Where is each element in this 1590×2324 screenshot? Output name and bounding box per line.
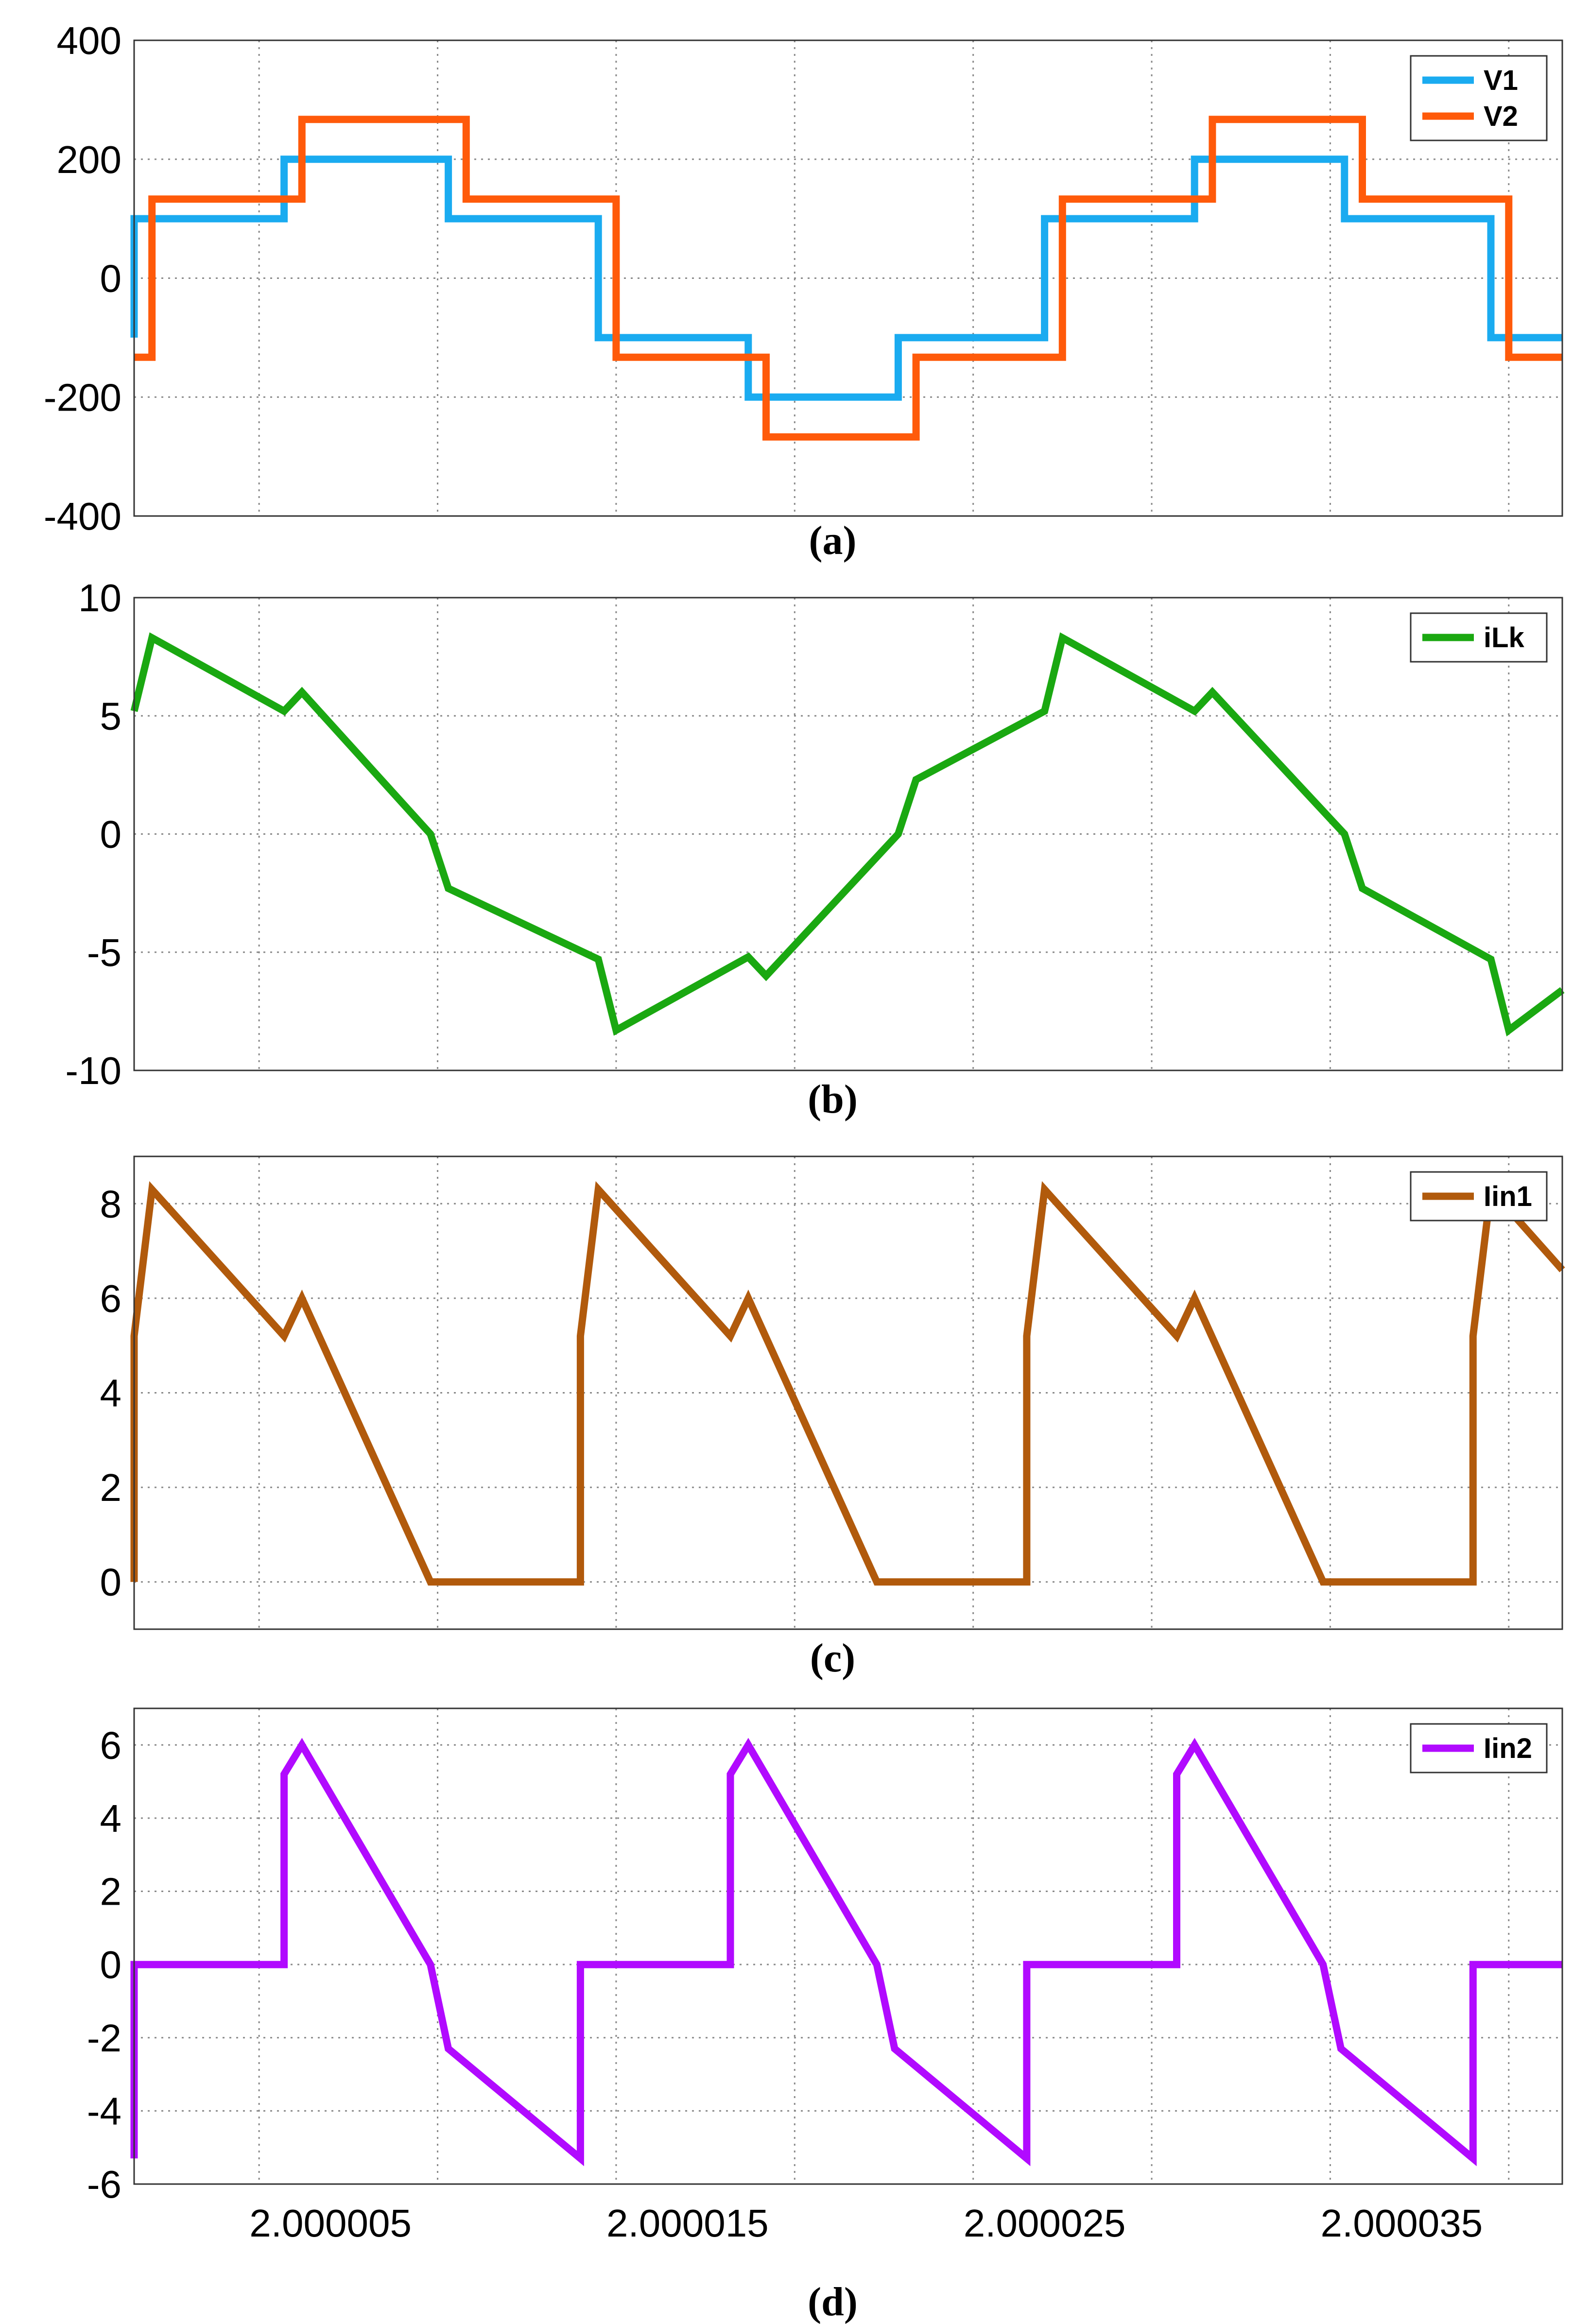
series-line-Iin1 [130,1181,1565,1586]
x-tick-label: 2.000035 [1321,2202,1483,2245]
panel-caption: (b) [808,1077,858,1122]
y-tick-label: 4 [100,1372,122,1415]
legend-label-iLk: iLk [1484,622,1525,654]
y-tick-label: 0 [100,257,122,300]
y-tick-label: -4 [87,2089,121,2133]
legend: Iin2 [1410,1723,1548,1773]
y-tick-label: 0 [100,1561,122,1604]
y-tick-label: 4 [100,1797,122,1840]
legend-label-V2: V2 [1484,101,1518,132]
plot-frame [133,1155,1563,1630]
y-tick-label: 0 [100,1943,122,1986]
series-line-iLk [130,632,1565,1037]
plot-frame [133,597,1563,1071]
series-line-Iin2 [130,1738,1562,2167]
y-tick-label: -2 [87,2016,121,2060]
y-tick-label: -10 [65,1049,121,1092]
x-tick-label: 2.000025 [964,2202,1126,2245]
legend-label-Iin2: Iin2 [1484,1733,1532,1764]
y-tick-label: 200 [57,138,121,181]
panel-caption: (d) [808,2279,858,2324]
legend-box [1410,1171,1548,1222]
chart-panel-c: 8 6 4 2 0 Iin1 (c) [100,1155,1565,1681]
y-tick-label: -5 [87,931,121,974]
legend: Iin1 [1410,1171,1548,1222]
y-tick-label: 400 [57,19,121,62]
series-line-V2 [134,116,1562,441]
y-tick-label: -6 [87,2163,121,2206]
x-tick-label: 2.000015 [606,2202,769,2245]
panel-caption: (a) [809,518,857,563]
x-tick-label: 2.000005 [249,2202,412,2245]
panel-caption: (c) [810,1635,855,1681]
y-tick-label: 5 [100,694,122,738]
legend-label-V1: V1 [1484,65,1518,96]
y-tick-label: -400 [44,495,121,538]
legend-label-Iin1: Iin1 [1484,1181,1532,1212]
legend-box [1410,1723,1548,1773]
y-tick-label: 2 [100,1466,122,1509]
y-tick-label: 10 [78,576,121,620]
series-line-V1 [130,155,1562,401]
y-tick-label: 6 [100,1277,122,1320]
y-tick-label: -200 [44,376,121,419]
plot-frame [133,1707,1563,2185]
plot-frame [133,39,1563,517]
chart-panel-b: 10 5 0 -5 -10 iLk (b) [65,576,1565,1122]
legend-box [1410,612,1548,663]
y-tick-label: 6 [100,1723,122,1767]
y-tick-label: 2 [100,1870,122,1913]
chart-panel-d: 6 4 2 0 -2 -4 -6 2.000005 2.000015 2.000025 2.0000… [87,1707,1563,2324]
y-tick-label: 8 [100,1182,122,1225]
legend-box [1410,55,1548,141]
legend: iLk [1410,612,1548,663]
y-tick-label: 0 [100,813,122,856]
